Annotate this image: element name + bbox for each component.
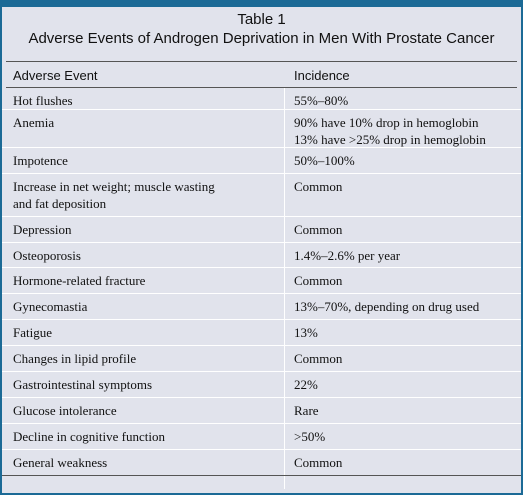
adverse-event-cell: Osteoporosis xyxy=(13,248,81,263)
table-row: Impotence 50%–100% xyxy=(2,148,521,174)
incidence-cell: 13% xyxy=(294,325,318,340)
table-row: Hot flushes 55%–80% xyxy=(2,88,521,110)
adverse-event-cell: Hormone-related fracture xyxy=(13,273,146,288)
table-label: Table 1 xyxy=(237,11,286,28)
header-top-rule xyxy=(6,61,517,62)
column-divider xyxy=(284,88,285,489)
incidence-cell: Rare xyxy=(294,403,319,418)
adverse-event-cell: General weakness xyxy=(13,455,108,470)
table-row: Fatigue 13% xyxy=(2,320,521,346)
adverse-event-cell: Impotence xyxy=(13,153,68,168)
table-row: Increase in net weight; muscle wasting a… xyxy=(2,174,521,217)
table-row: General weakness Common xyxy=(2,450,521,476)
incidence-cell: 1.4%–2.6% per year xyxy=(294,248,401,263)
adverse-event-cell: Glucose intolerance xyxy=(13,403,117,418)
incidence-cell: >50% xyxy=(294,429,326,444)
incidence-cell: 55%–80% xyxy=(294,93,349,108)
adverse-event-cell: Fatigue xyxy=(13,325,52,340)
adverse-event-cell: Decline in cognitive function xyxy=(13,429,165,444)
incidence-cell: 22% xyxy=(294,377,318,392)
header-bottom-rule xyxy=(6,87,517,88)
incidence-cell: Common xyxy=(294,351,343,366)
table-row: Hormone-related fracture Common xyxy=(2,268,521,294)
table-row: Glucose intolerance Rare xyxy=(2,398,521,424)
incidence-cell: Common xyxy=(294,179,343,194)
adverse-event-cell: Gynecomastia xyxy=(13,299,88,314)
adverse-event-cell: Gastrointestinal symptoms xyxy=(13,377,153,392)
incidence-cell: Common xyxy=(294,222,343,237)
table-header-row: Adverse Event Incidence xyxy=(2,66,521,88)
adverse-event-cell: Hot flushes xyxy=(13,93,73,108)
incidence-cell: 13%–70%, depending on drug used xyxy=(294,299,480,314)
table-body: Hot flushes 55%–80% Anemia 90% have 10% dro… xyxy=(2,88,521,476)
table-row: Changes in lipid profile Common xyxy=(2,346,521,372)
adverse-event-cell: Increase in net weight; muscle wasting a… xyxy=(13,179,215,211)
top-accent-bar xyxy=(2,2,521,7)
table-row: Gynecomastia 13%–70%, depending on drug u… xyxy=(2,294,521,320)
incidence-cell: 50%–100% xyxy=(294,153,355,168)
table-title-block: Table 1 Adverse Events of Androgen Depri… xyxy=(2,10,521,48)
incidence-cell: Common xyxy=(294,273,343,288)
table-row: Gastrointestinal symptoms 22% xyxy=(2,372,521,398)
adverse-event-cell: Changes in lipid profile xyxy=(13,351,137,366)
table-row: Depression Common xyxy=(2,217,521,243)
adverse-event-cell: Anemia xyxy=(13,115,55,130)
incidence-cell: Common xyxy=(294,455,343,470)
incidence-cell: 90% have 10% drop in hemoglobin 13% have… xyxy=(294,115,486,147)
table-row: Osteoporosis 1.4%–2.6% per year xyxy=(2,243,521,268)
table-row: Decline in cognitive function >50% xyxy=(2,424,521,450)
header-incidence: Incidence xyxy=(294,68,350,83)
header-adverse-event: Adverse Event xyxy=(13,68,98,83)
adverse-event-cell: Depression xyxy=(13,222,72,237)
table-caption: Adverse Events of Androgen Deprivation i… xyxy=(28,30,495,47)
table-row: Anemia 90% have 10% drop in hemoglobin 13… xyxy=(2,110,521,148)
